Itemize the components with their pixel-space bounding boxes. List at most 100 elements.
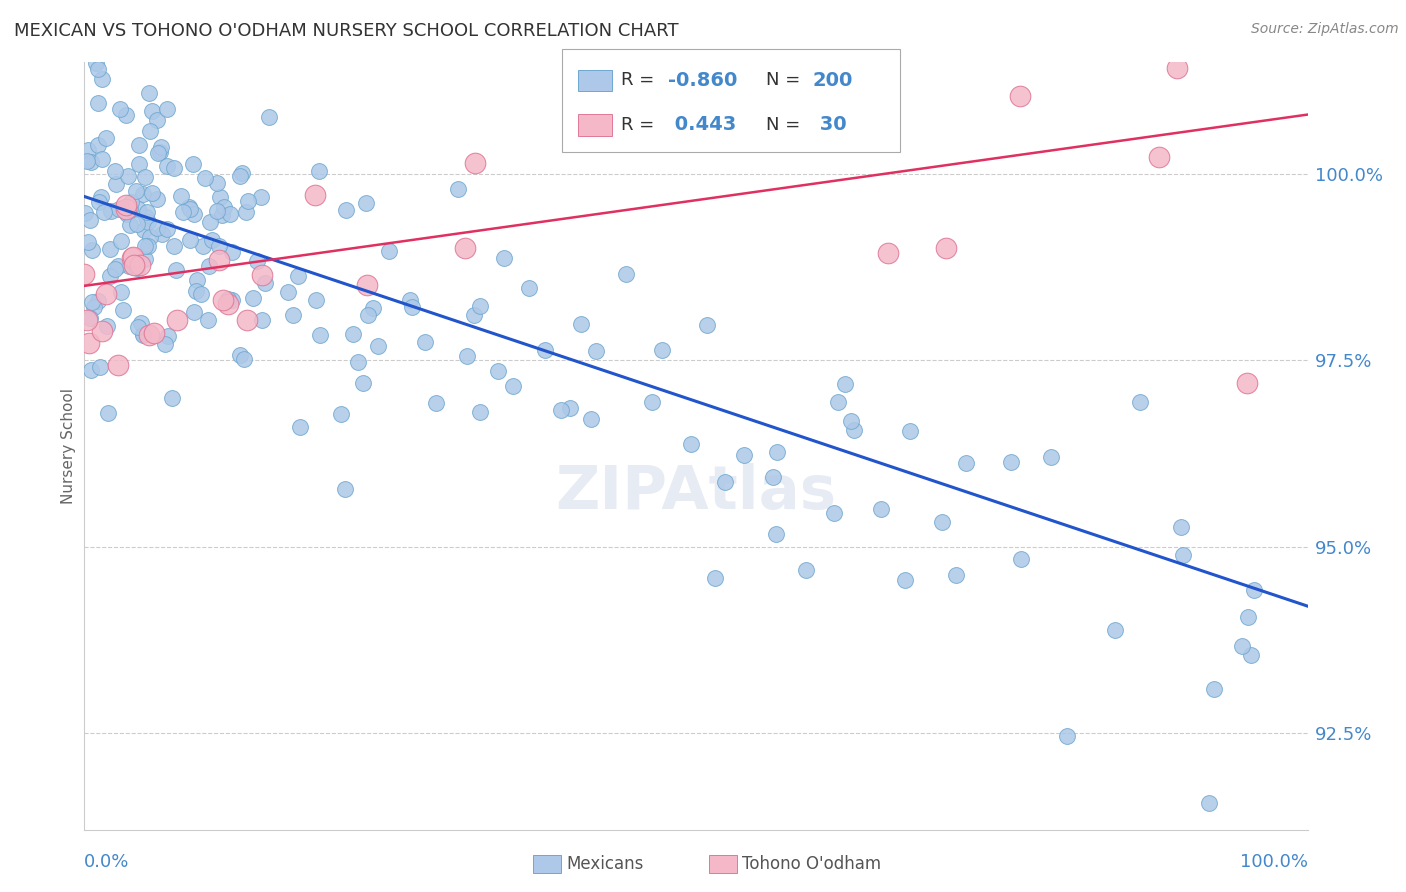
Point bbox=[146, 17, 169, 31]
Point bbox=[464, 156, 486, 170]
Point bbox=[454, 240, 477, 254]
Point bbox=[579, 411, 602, 425]
Point bbox=[211, 208, 233, 222]
Point bbox=[766, 444, 789, 458]
Point bbox=[898, 424, 921, 438]
Point bbox=[290, 420, 312, 434]
Point bbox=[91, 71, 114, 86]
Point bbox=[73, 206, 96, 220]
Point bbox=[356, 278, 378, 293]
Point bbox=[82, 244, 104, 258]
Point bbox=[250, 268, 273, 282]
Point bbox=[166, 312, 188, 326]
Point bbox=[893, 573, 915, 587]
Point bbox=[77, 235, 100, 249]
Point bbox=[139, 229, 162, 244]
Text: 0.443: 0.443 bbox=[668, 115, 737, 135]
Point bbox=[149, 140, 172, 154]
Point bbox=[1000, 455, 1022, 469]
Point bbox=[502, 378, 524, 392]
Point bbox=[73, 268, 96, 282]
Point bbox=[246, 253, 269, 268]
Text: 30: 30 bbox=[813, 115, 846, 135]
Point bbox=[156, 159, 179, 173]
Point bbox=[335, 203, 357, 218]
Point bbox=[463, 308, 485, 322]
Point bbox=[114, 108, 136, 122]
Point bbox=[87, 137, 110, 152]
Point bbox=[87, 195, 110, 210]
Point bbox=[330, 407, 353, 421]
Point bbox=[703, 571, 725, 585]
Point bbox=[935, 241, 957, 255]
Text: Source: ZipAtlas.com: Source: ZipAtlas.com bbox=[1251, 22, 1399, 37]
Text: 200: 200 bbox=[813, 70, 853, 90]
Point bbox=[198, 214, 221, 228]
Point bbox=[190, 287, 212, 301]
Point bbox=[115, 198, 138, 212]
Point bbox=[184, 284, 207, 298]
Point bbox=[201, 234, 224, 248]
Point bbox=[378, 244, 401, 258]
Point bbox=[614, 267, 637, 281]
Point bbox=[96, 319, 118, 334]
Point bbox=[283, 308, 305, 322]
Point bbox=[77, 143, 100, 157]
Point bbox=[163, 239, 186, 253]
Point bbox=[468, 299, 491, 313]
Point bbox=[89, 359, 111, 374]
Point bbox=[197, 313, 219, 327]
Point bbox=[425, 396, 447, 410]
Point bbox=[135, 204, 157, 219]
Point bbox=[354, 196, 377, 211]
Point bbox=[121, 251, 143, 265]
Point bbox=[136, 215, 159, 229]
Point bbox=[696, 318, 718, 332]
Point bbox=[219, 207, 242, 221]
Point bbox=[179, 233, 201, 247]
Text: R =: R = bbox=[621, 116, 661, 134]
Point bbox=[238, 194, 260, 208]
Point bbox=[869, 501, 891, 516]
Point bbox=[401, 301, 423, 315]
Point bbox=[80, 363, 103, 377]
Point bbox=[145, 113, 167, 128]
Point bbox=[1149, 150, 1171, 164]
Point bbox=[132, 328, 155, 343]
Point bbox=[641, 394, 664, 409]
Point bbox=[163, 161, 186, 175]
Point bbox=[79, 336, 101, 351]
Point bbox=[1104, 623, 1126, 637]
Point bbox=[84, 56, 107, 70]
Point bbox=[87, 293, 110, 308]
Point bbox=[733, 448, 755, 462]
Point bbox=[104, 164, 127, 178]
Point bbox=[131, 327, 153, 342]
Point bbox=[138, 327, 160, 342]
Point bbox=[1010, 552, 1032, 566]
Text: Tohono O'odham: Tohono O'odham bbox=[742, 855, 882, 873]
Point bbox=[156, 102, 179, 116]
Point bbox=[398, 293, 420, 307]
Point bbox=[91, 324, 114, 338]
Point bbox=[134, 252, 156, 266]
Point bbox=[128, 157, 150, 171]
Point bbox=[141, 103, 163, 118]
Point bbox=[456, 350, 478, 364]
Point bbox=[83, 300, 105, 314]
Point bbox=[1039, 450, 1062, 464]
Text: ZIPAtlas: ZIPAtlas bbox=[555, 463, 837, 522]
Point bbox=[108, 202, 131, 217]
Point bbox=[209, 190, 232, 204]
Point bbox=[217, 293, 239, 307]
Text: -0.860: -0.860 bbox=[668, 70, 737, 90]
Point bbox=[486, 364, 509, 378]
Point bbox=[252, 313, 274, 327]
Point bbox=[1010, 88, 1032, 103]
Point bbox=[208, 253, 231, 268]
Point bbox=[98, 242, 121, 256]
Y-axis label: Nursery School: Nursery School bbox=[60, 388, 76, 504]
Point bbox=[117, 169, 139, 183]
Point bbox=[125, 217, 148, 231]
Point bbox=[205, 176, 228, 190]
